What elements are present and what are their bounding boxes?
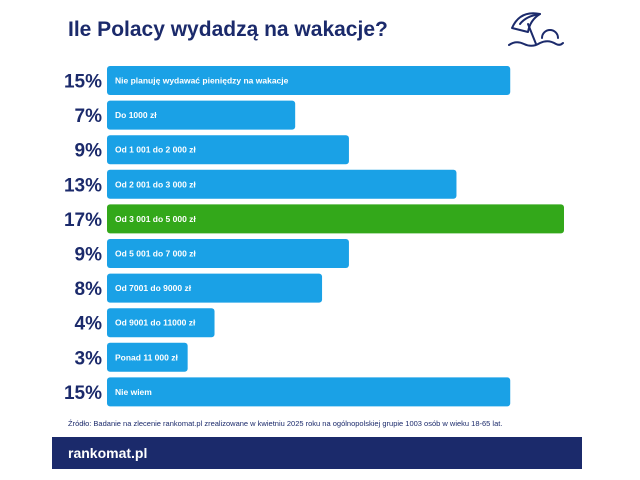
bar-8 (107, 342, 188, 372)
category-label-0: Nie planuję wydawać pieniędzy na wakacje (115, 76, 289, 86)
bar-5 (107, 239, 349, 268)
value-label-7: 4% (75, 314, 103, 335)
category-label-6: Od 7001 do 9000 zł (115, 283, 192, 293)
category-label-2: Od 1 001 do 2 000 zł (115, 145, 196, 155)
bar-0 (107, 66, 511, 95)
category-label-7: Od 9001 do 11000 zł (115, 318, 196, 328)
umbrella-icon (508, 12, 564, 47)
category-label-5: Od 5 001 do 7 000 zł (115, 249, 196, 259)
value-label-3: 13% (64, 175, 102, 196)
value-label-9: 15% (64, 383, 102, 404)
chart-title: Ile Polacy wydadzą na wakacje? (68, 18, 388, 41)
footer-bar: rankomat.pl (52, 437, 582, 469)
bar-1 (107, 100, 296, 130)
source-note: Źródło: Badanie na zlecenie rankomat.pl … (68, 419, 503, 428)
category-label-3: Od 2 001 do 3 000 zł (115, 179, 196, 189)
bar-4 (107, 204, 564, 234)
category-label-4: Od 3 001 do 5 000 zł (115, 214, 196, 224)
bar-9 (107, 377, 511, 407)
value-label-8: 3% (75, 348, 103, 369)
bar-2 (107, 135, 349, 165)
brand-logo: rankomat.pl (68, 445, 148, 461)
bar-6 (107, 273, 323, 303)
value-label-2: 9% (75, 141, 103, 162)
value-label-6: 8% (75, 279, 103, 300)
category-label-8: Ponad 11 000 zł (115, 352, 178, 362)
value-label-4: 17% (64, 210, 102, 231)
bar-7 (107, 308, 215, 338)
category-label-9: Nie wiem (115, 387, 152, 397)
value-label-0: 15% (64, 72, 102, 93)
value-label-5: 9% (75, 245, 103, 266)
value-label-1: 7% (75, 106, 103, 127)
category-label-1: Do 1000 zł (115, 110, 157, 120)
bar-3 (107, 169, 457, 199)
